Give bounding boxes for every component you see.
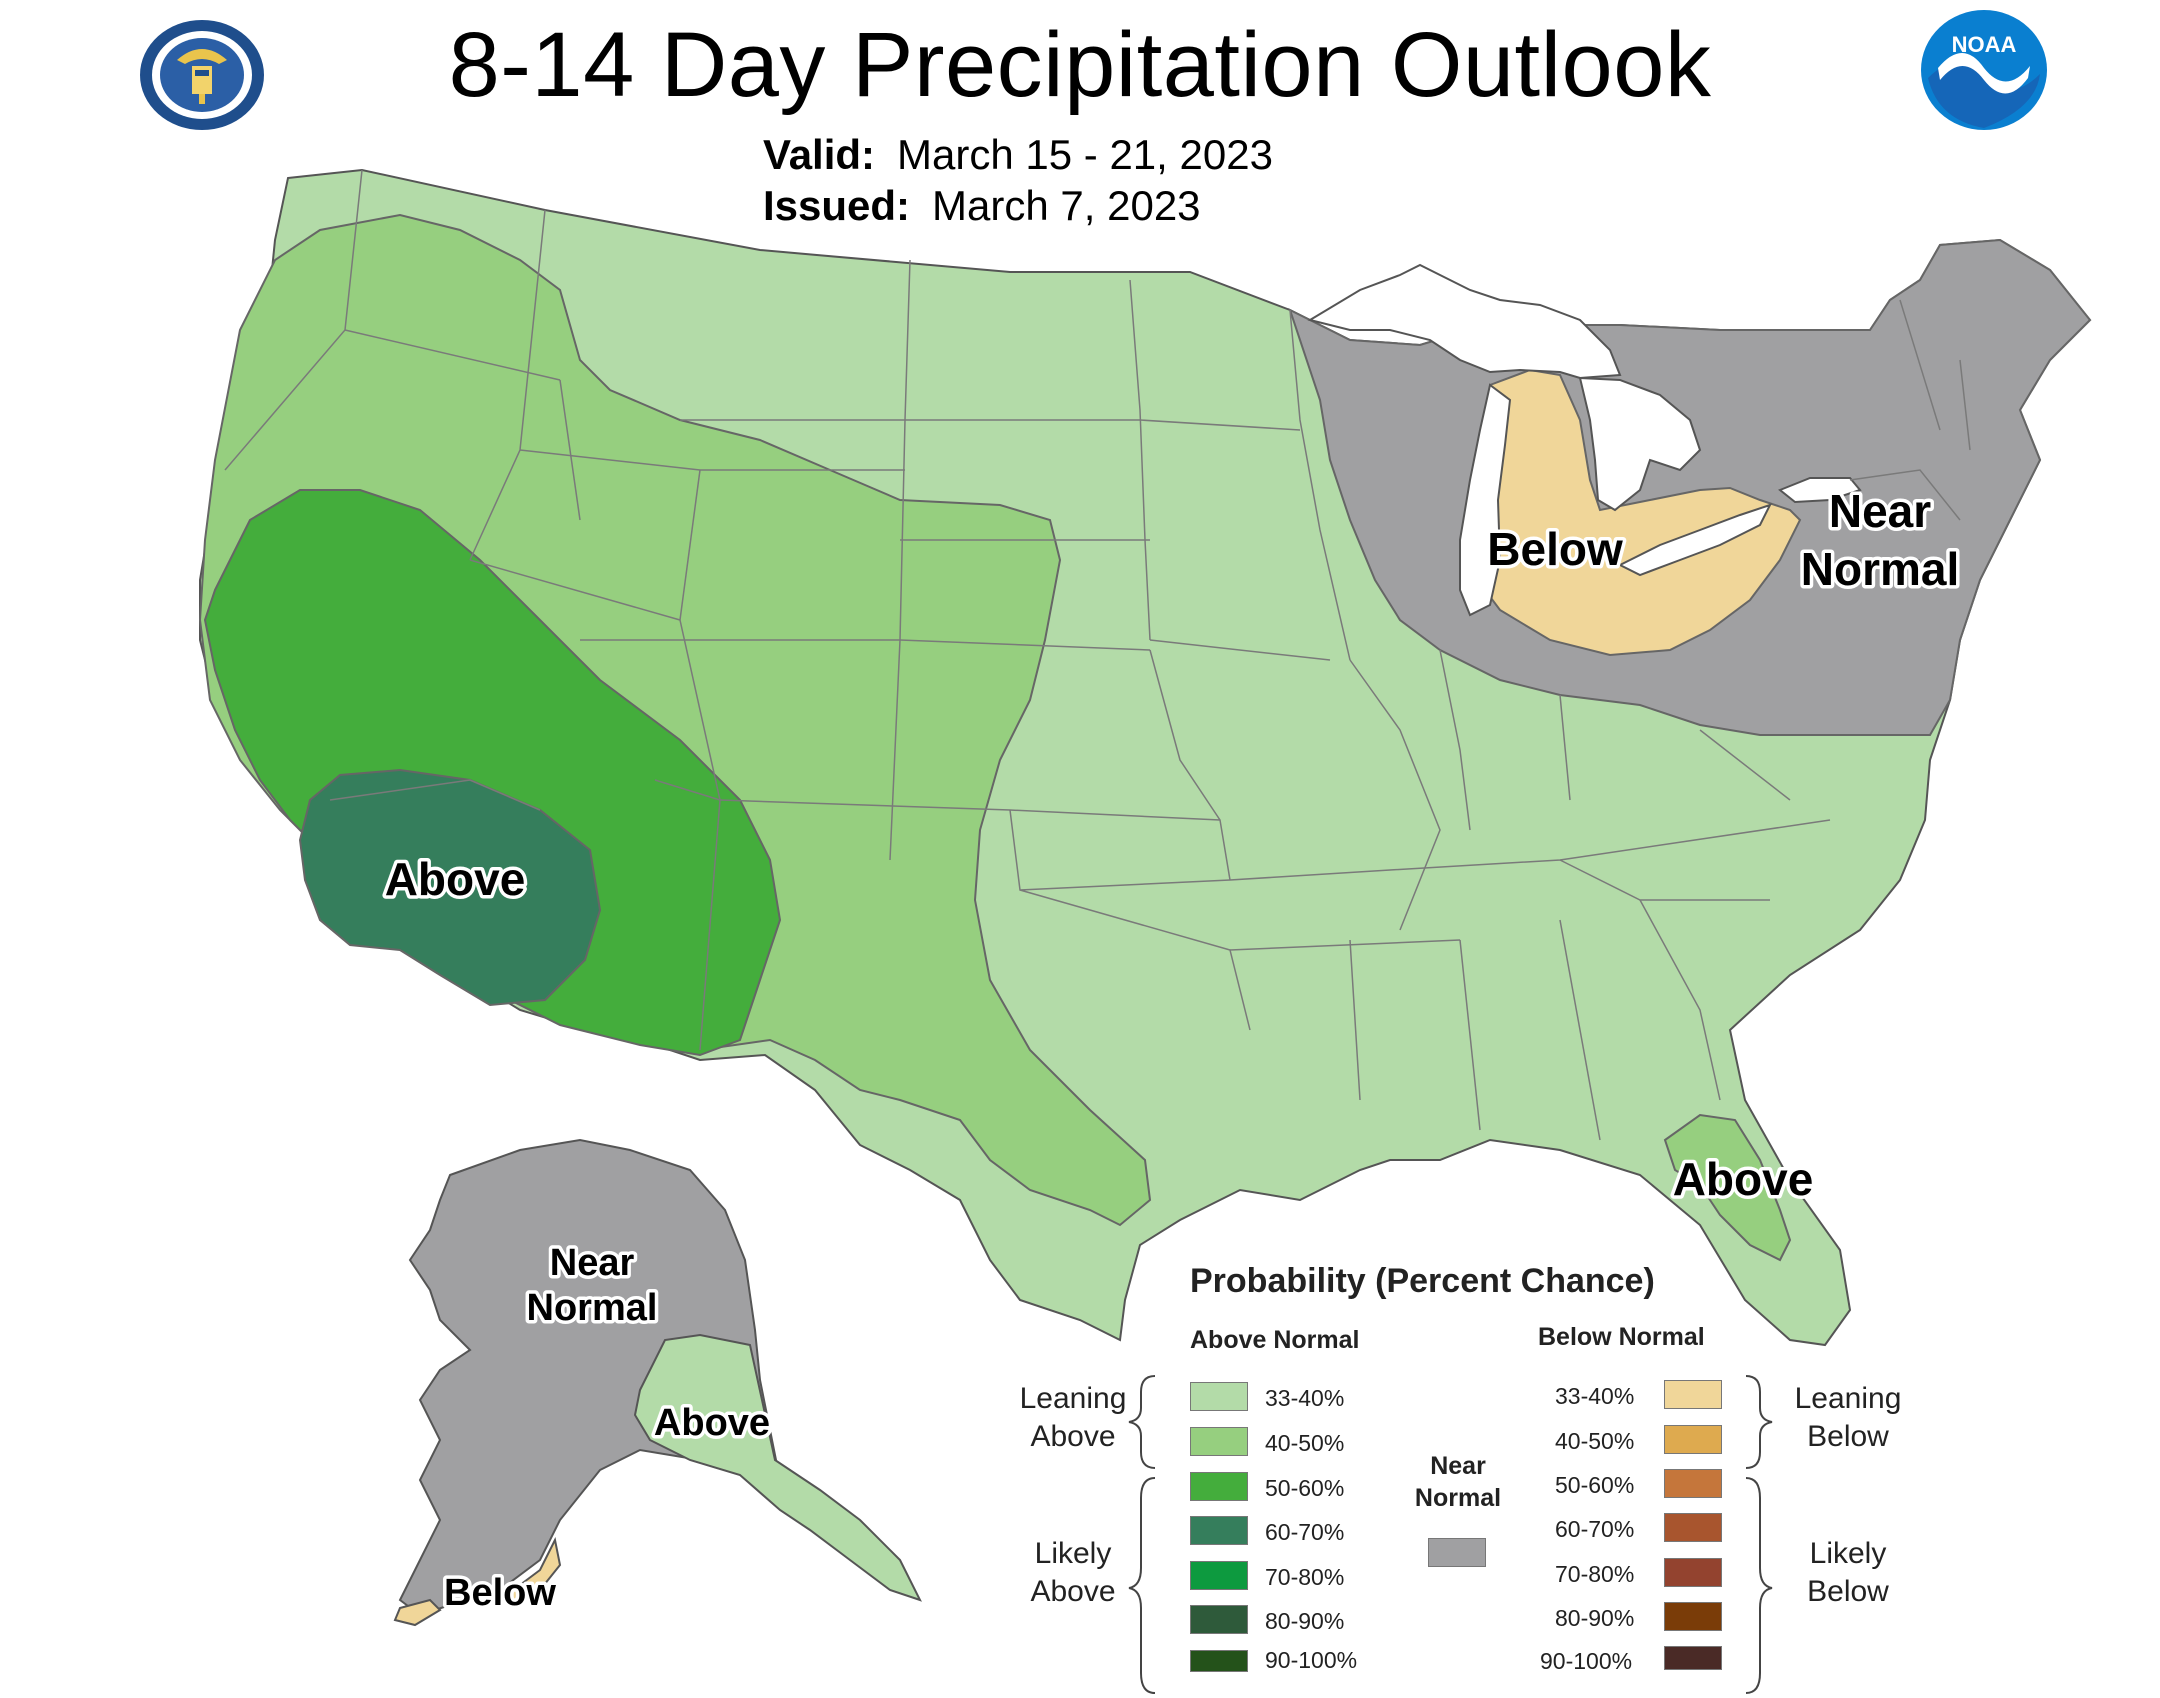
swatch-above-90-100 [1190, 1650, 1248, 1672]
noaa-logo-icon: NOAA [1921, 10, 2047, 130]
lake-huron [1578, 376, 1702, 512]
above-40-50-florida [1663, 1113, 1792, 1262]
lake-ontario [1778, 477, 1862, 504]
leaning-above-line2: Above [1030, 1420, 1116, 1453]
label-below-70-80: 70-80% [1555, 1561, 1635, 1587]
swatch-below-90-100 [1664, 1646, 1722, 1670]
above-60-70-southwest [298, 768, 602, 1007]
commerce-seal-icon [140, 20, 264, 130]
swatch-below-40-50 [1664, 1425, 1722, 1454]
state-borders [224, 169, 1971, 1141]
map-title: 8-14 Day Precipitation Outlook [448, 14, 1712, 116]
swatch-below-33-40 [1664, 1380, 1722, 1409]
leaning-below-group: Leaning Below [1778, 1380, 1918, 1456]
valid-value: March 15 - 21, 2023 [897, 131, 1273, 178]
issued-date: Issued: March 7, 2023 [763, 181, 1201, 231]
label-above-33-40: 33-40% [1265, 1385, 1345, 1411]
legend-below-header: Below Normal [1538, 1323, 1705, 1351]
legend-braces-left [1128, 1375, 1156, 1694]
near-normal-line2: Normal [1414, 1484, 1502, 1512]
label-above-40-50: 40-50% [1265, 1430, 1345, 1456]
valid-dates: Valid: March 15 - 21, 2023 [763, 130, 1273, 180]
label-florida-above: Above [1673, 1153, 1814, 1205]
likely-below-line2: Below [1807, 1575, 1889, 1608]
label-west-above: Above [385, 853, 526, 905]
label-alaska-normal: Normal [527, 1287, 658, 1329]
swatch-above-60-70 [1190, 1516, 1248, 1545]
leaning-below-line2: Below [1807, 1420, 1889, 1453]
issued-label: Issued: [763, 182, 911, 229]
label-above-90-100: 90-100% [1265, 1647, 1358, 1673]
swatch-above-50-60 [1190, 1472, 1248, 1501]
swatch-below-80-90 [1664, 1602, 1722, 1631]
likely-above-group: Likely Above [1003, 1535, 1143, 1611]
label-below-50-60: 50-60% [1555, 1472, 1635, 1498]
alaska-above-33-40 [633, 1333, 922, 1602]
swatch-above-70-80 [1190, 1561, 1248, 1590]
valid-label: Valid: [763, 131, 876, 178]
label-below-40-50: 40-50% [1555, 1428, 1635, 1454]
swatch-below-70-80 [1664, 1558, 1722, 1587]
label-above-60-70: 60-70% [1265, 1519, 1345, 1545]
noaa-logo-text: NOAA [1952, 32, 2017, 57]
swatch-near-normal [1428, 1538, 1486, 1567]
label-alaska-near: Near [550, 1242, 635, 1284]
label-alaska-above: Above [654, 1402, 770, 1444]
label-above-50-60: 50-60% [1265, 1475, 1345, 1501]
swatch-above-33-40 [1190, 1382, 1248, 1411]
lake-erie [1617, 503, 1772, 577]
swatch-below-60-70 [1664, 1513, 1722, 1542]
alaska-below-33-40 [503, 1536, 562, 1607]
label-below-90-100: 90-100% [1540, 1648, 1633, 1674]
likely-below-line1: Likely [1809, 1537, 1887, 1570]
label-alaska-below: Below [444, 1572, 556, 1614]
alaska-near-normal [398, 1138, 782, 1617]
label-below-33-40: 33-40% [1555, 1383, 1635, 1409]
legend-title: Probability (Percent Chance) [1190, 1262, 1655, 1300]
issued-value: March 7, 2023 [932, 182, 1201, 229]
above-50-60-southwest [203, 489, 782, 1057]
leaning-above-group: Leaning Above [1003, 1380, 1143, 1456]
label-northeast-near: Near [1829, 485, 1931, 537]
legend-near-normal: Near Normal [1398, 1450, 1518, 1514]
lake-superior [1307, 263, 1622, 380]
legend-braces-right [1745, 1375, 1773, 1694]
near-normal-line1: Near [1430, 1452, 1486, 1480]
label-below-80-90: 80-90% [1555, 1605, 1635, 1631]
likely-below-group: Likely Below [1778, 1535, 1918, 1611]
likely-above-line2: Above [1030, 1575, 1116, 1608]
label-above-70-80: 70-80% [1265, 1564, 1345, 1590]
aleutian-below-33-40 [393, 1598, 442, 1627]
swatch-below-50-60 [1664, 1469, 1722, 1498]
legend-above-header: Above Normal [1190, 1326, 1360, 1354]
swatch-above-80-90 [1190, 1605, 1248, 1634]
swatch-above-40-50 [1190, 1427, 1248, 1456]
label-below-60-70: 60-70% [1555, 1516, 1635, 1542]
label-above-80-90: 80-90% [1265, 1608, 1345, 1634]
leaning-above-line1: Leaning [1019, 1382, 1127, 1415]
lake-michigan [1459, 383, 1512, 617]
leaning-below-line1: Leaning [1794, 1382, 1902, 1415]
likely-above-line1: Likely [1034, 1537, 1112, 1570]
label-great-lakes-below: Below [1487, 523, 1623, 575]
label-northeast-normal: Normal [1801, 543, 1959, 595]
